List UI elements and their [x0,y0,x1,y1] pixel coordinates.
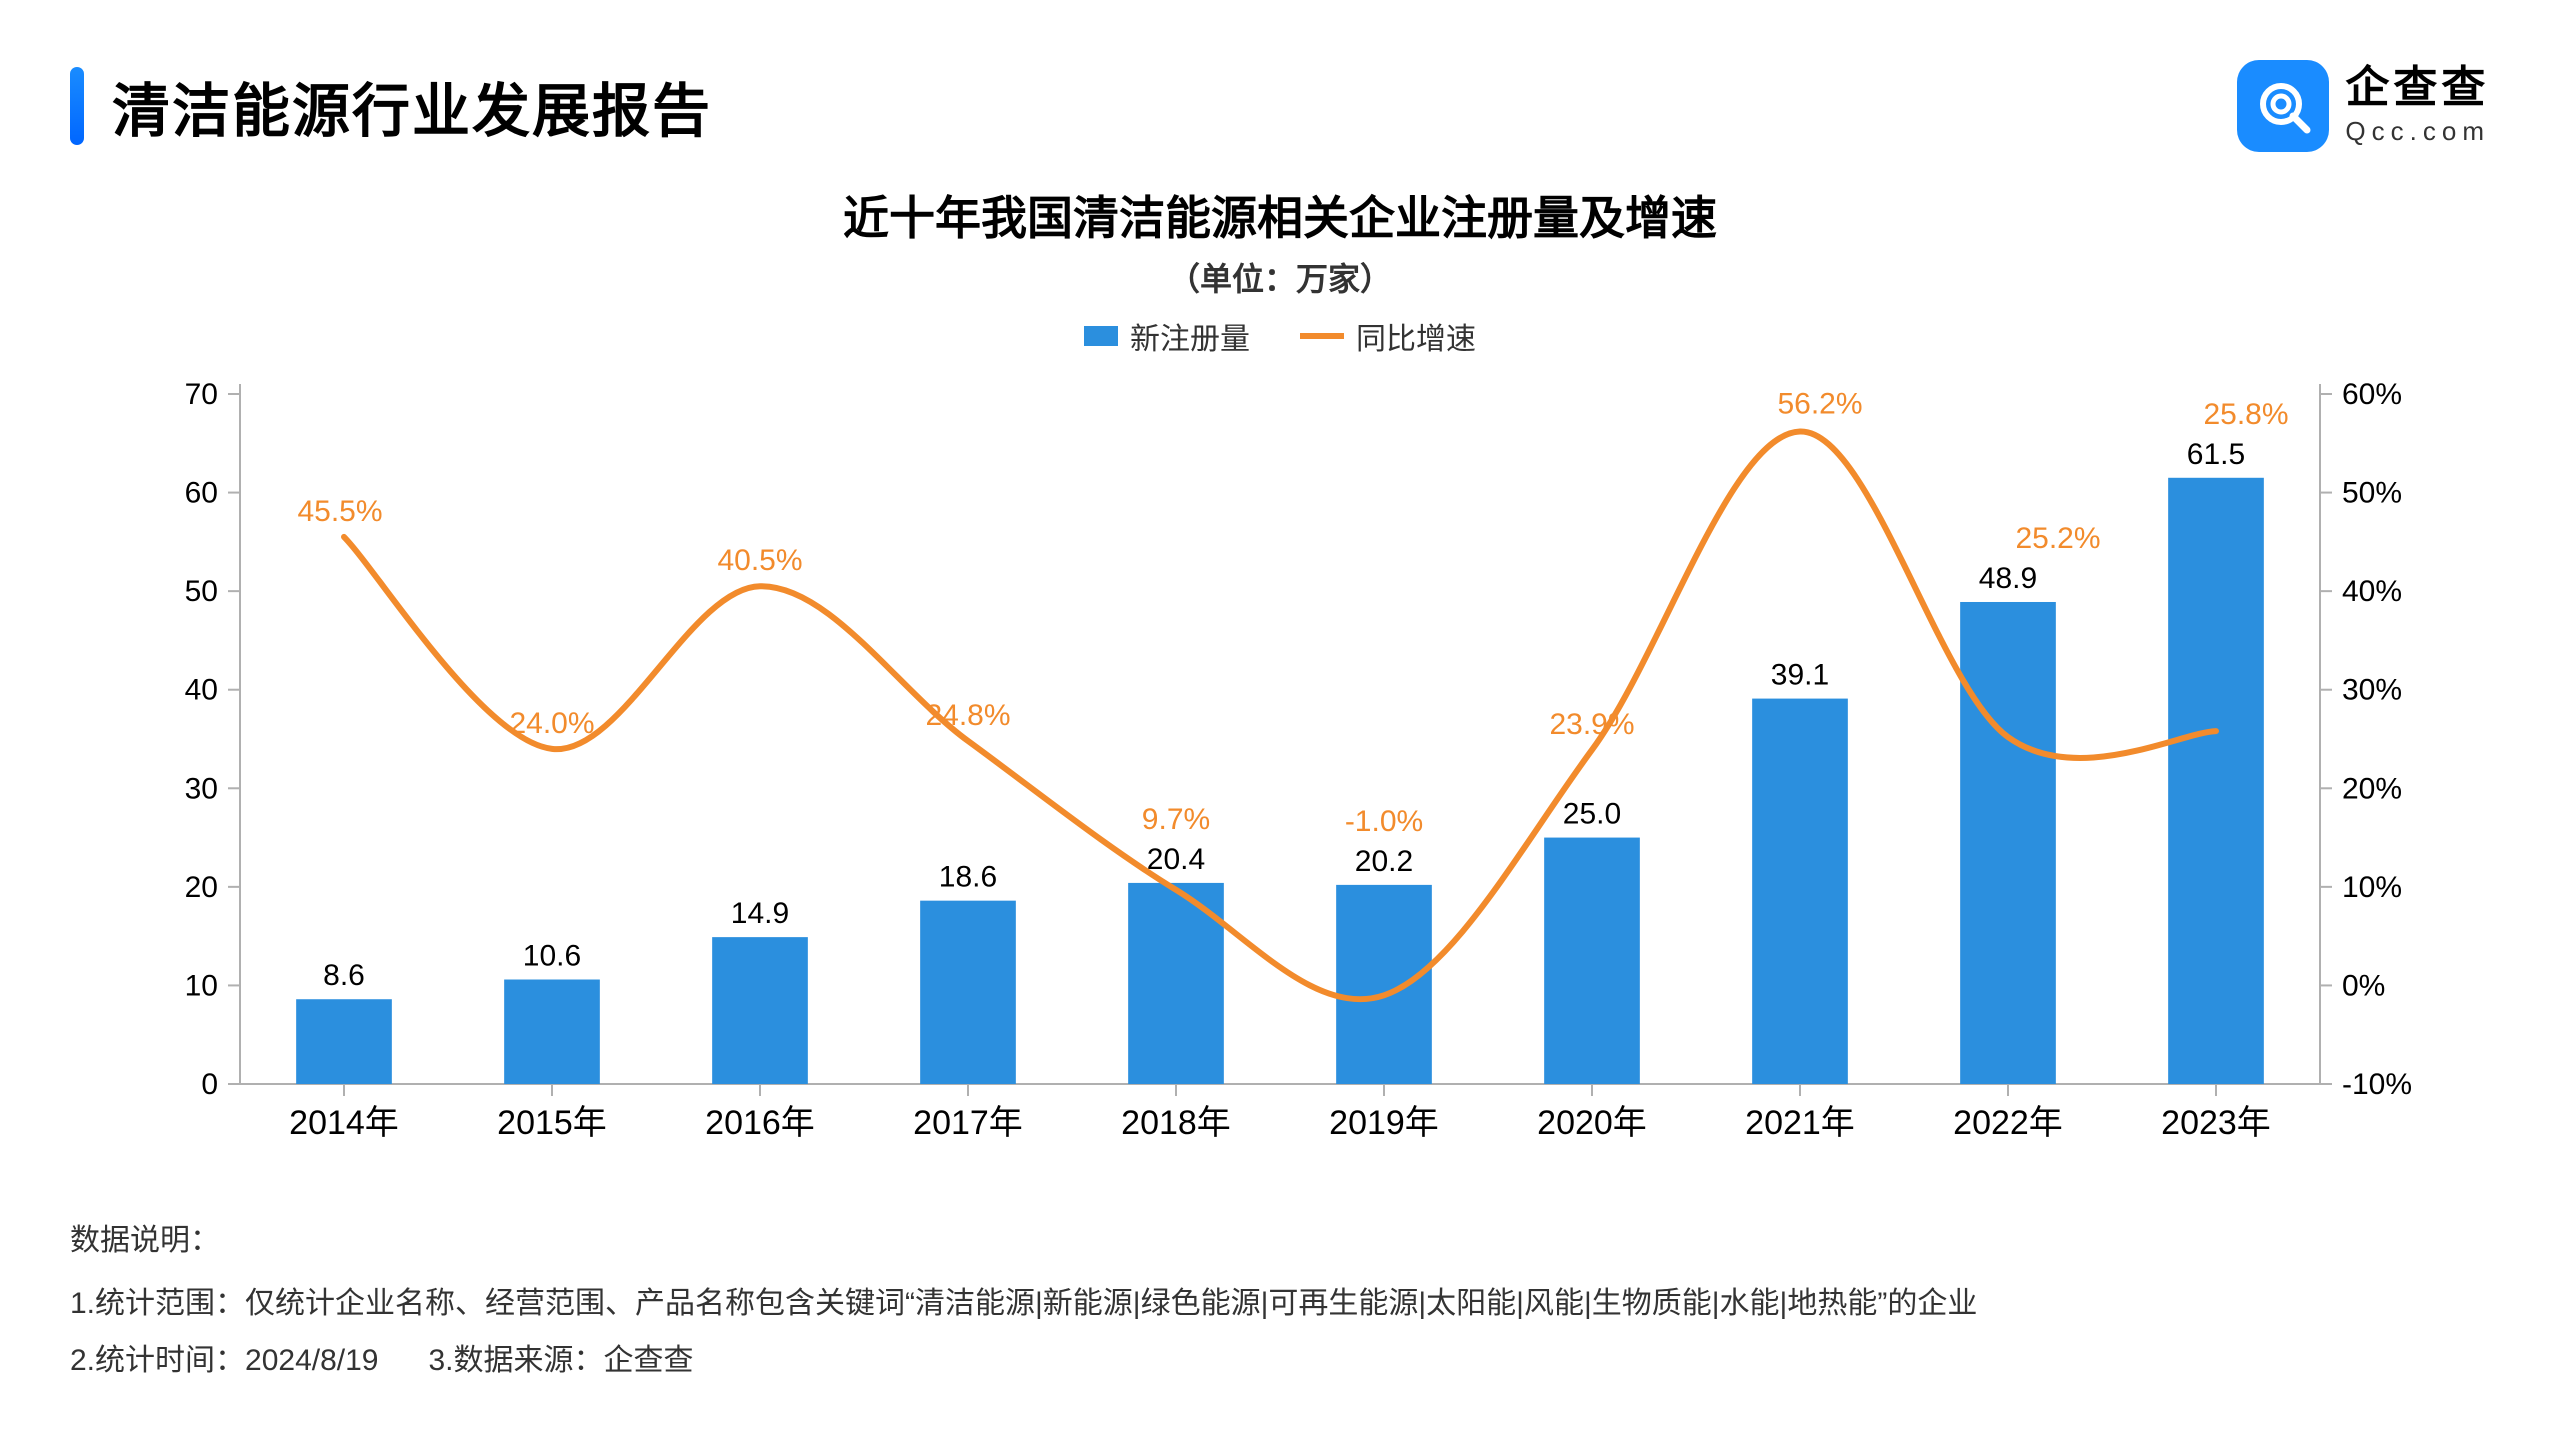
y-left-tick-label: 20 [185,871,218,904]
y-left-tick-label: 10 [185,969,218,1002]
y-right-tick-label: -10% [2342,1068,2412,1101]
notes-line-2b: 3.数据来源：企查查 [429,1344,694,1377]
chart-subtitle: （单位：万家） [70,254,2490,300]
notes-label: 数据说明： [70,1212,2490,1269]
legend-item-line: 同比增速 [1300,314,1476,358]
y-left-tick-label: 50 [185,575,218,608]
y-right-tick-label: 60% [2342,378,2402,411]
y-left-tick-label: 0 [201,1068,218,1101]
bar [712,937,808,1084]
line-value-label: -1.0% [1345,805,1423,838]
bar [1544,838,1640,1084]
y-right-tick-label: 30% [2342,674,2402,707]
notes-line-1: 1.统计范围：仅统计企业名称、经营范围、产品名称包含关键词“清洁能源|新能源|绿… [70,1275,2490,1332]
x-category-label: 2023年 [2161,1104,2271,1142]
bar [1336,885,1432,1084]
x-category-label: 2018年 [1121,1104,1231,1142]
line-value-label: 25.8% [2203,398,2288,431]
x-category-label: 2020年 [1537,1104,1647,1142]
bar [1752,699,1848,1084]
legend-swatch-bar [1084,326,1118,346]
y-left-tick-label: 70 [185,378,218,411]
title-accent-bar [70,67,84,145]
bar-value-label: 61.5 [2187,438,2245,471]
brand-name-en: Qcc.com [2345,116,2490,147]
x-category-label: 2016年 [705,1104,815,1142]
page-title: 清洁能源行业发展报告 [112,64,712,148]
bar-value-label: 20.4 [1147,843,1205,876]
chart-legend: 新注册量 同比增速 [70,314,2490,358]
bar [1960,602,2056,1084]
bar [296,999,392,1084]
chart-area: 0 10 20 30 40 50 60 70 -10% 0% 10% 20% 30% 40% 50% 60% 8… [70,364,2490,1184]
x-category-label: 2021年 [1745,1104,1855,1142]
bar [2168,478,2264,1084]
legend-item-bar: 新注册量 [1084,314,1250,358]
line-value-label: 56.2% [1777,387,1862,420]
line-value-label: 9.7% [1142,803,1210,836]
legend-label-bar: 新注册量 [1130,314,1250,358]
bar-value-label: 10.6 [523,940,581,973]
page-header: 清洁能源行业发展报告 企查查 Qcc.com [70,60,2490,152]
y-right-tick-label: 0% [2342,969,2385,1002]
y-right-tick-label: 20% [2342,772,2402,805]
title-block: 清洁能源行业发展报告 [70,64,712,148]
legend-label-line: 同比增速 [1356,314,1476,358]
y-left-tick-label: 30 [185,772,218,805]
bar-value-label: 39.1 [1771,659,1829,692]
y-right-tick-label: 10% [2342,871,2402,904]
y-right-tick-label: 40% [2342,575,2402,608]
chart-svg: 0 10 20 30 40 50 60 70 -10% 0% 10% 20% 30% 40% 50% 60% 8… [70,364,2490,1184]
notes-line-2a: 2.统计时间：2024/8/19 [70,1344,378,1377]
data-notes: 数据说明： 1.统计范围：仅统计企业名称、经营范围、产品名称包含关键词“清洁能源… [70,1212,2490,1389]
bar [920,901,1016,1084]
bar-value-label: 20.2 [1355,845,1413,878]
growth-line [344,431,2216,999]
notes-line-2: 2.统计时间：2024/8/19 3.数据来源：企查查 [70,1332,2490,1389]
x-category-label: 2019年 [1329,1104,1439,1142]
bar-value-label: 18.6 [939,861,997,894]
bar [504,980,600,1084]
brand-logo: 企查查 Qcc.com [2237,60,2490,152]
brand-logo-text: 企查查 Qcc.com [2345,66,2490,147]
bar-value-label: 8.6 [323,959,365,992]
legend-swatch-line [1300,333,1344,339]
line-value-label: 24.0% [509,707,594,740]
x-category-label: 2014年 [289,1104,399,1142]
bar-value-label: 14.9 [731,897,789,930]
y-right-tick-label: 50% [2342,477,2402,510]
y-left-tick-label: 60 [185,477,218,510]
line-value-label: 23.9% [1549,708,1634,741]
line-value-label: 40.5% [717,544,802,577]
x-category-label: 2015年 [497,1104,607,1142]
y-left-tick-label: 40 [185,674,218,707]
chart-title: 近十年我国清洁能源相关企业注册量及增速 [70,182,2490,248]
brand-logo-icon [2237,60,2329,152]
brand-name-ch: 企查查 [2345,66,2490,110]
x-category-label: 2022年 [1953,1104,2063,1142]
line-value-label: 45.5% [297,495,382,528]
x-category-label: 2017年 [913,1104,1023,1142]
chart-title-block: 近十年我国清洁能源相关企业注册量及增速 （单位：万家） [70,182,2490,300]
bar-value-label: 25.0 [1563,798,1621,831]
line-value-label: 24.8% [925,699,1010,732]
bar-value-label: 48.9 [1979,562,2037,595]
line-value-label: 25.2% [2015,522,2100,555]
